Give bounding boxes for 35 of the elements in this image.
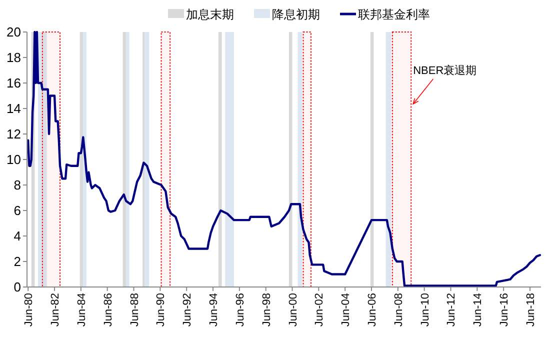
y-tick-label: 2 <box>14 254 21 269</box>
x-tick-label: Jun-96 <box>234 293 246 327</box>
x-tick-label: Jun-82 <box>50 293 62 327</box>
x-tick-label: Jun-18 <box>524 293 537 327</box>
y-tick-label: 6 <box>14 203 21 218</box>
y-tick-label: 10 <box>6 152 21 167</box>
y-tick-label: 16 <box>6 76 21 90</box>
x-tick-label: Jun-12 <box>446 293 458 327</box>
x-tick-label: Jun-98 <box>260 293 273 327</box>
legend-label: 联邦基金利率 <box>358 8 430 22</box>
x-tick-label: Jun-92 <box>182 293 194 327</box>
x-tick-label: Jun-88 <box>128 293 141 327</box>
y-tick-label: 8 <box>14 178 21 192</box>
legend-label: 降息初期 <box>272 8 320 22</box>
x-tick-label: Jun-16 <box>498 293 511 327</box>
x-tick-label: Jun-94 <box>208 293 220 327</box>
y-tick-label: 14 <box>6 101 21 116</box>
x-tick-label: Jun-06 <box>366 293 378 327</box>
x-tick-label: Jun-90 <box>155 293 168 327</box>
y-tick-label: 18 <box>6 50 21 65</box>
x-tick-label: Jun-84 <box>76 293 88 327</box>
x-tick-label: Jun-00 <box>287 293 300 327</box>
band-label: NBER衰退期 <box>413 64 477 77</box>
x-tick-label: Jun-80 <box>23 293 36 327</box>
legend-label: 加息末期 <box>186 8 234 22</box>
x-tick-label: Jun-08 <box>392 293 405 327</box>
y-tick-label: 4 <box>14 228 21 244</box>
y-tick-label: 12 <box>6 126 21 142</box>
y-tick-label: 0 <box>14 280 21 294</box>
x-tick-label: Jun-02 <box>314 293 326 327</box>
y-tick-label: 20 <box>6 24 21 40</box>
x-tick-label: Jun-04 <box>340 293 352 327</box>
x-tick-label: Jun-86 <box>102 293 114 327</box>
x-tick-label: Jun-14 <box>472 293 484 327</box>
x-tick-label: Jun-10 <box>419 293 432 327</box>
